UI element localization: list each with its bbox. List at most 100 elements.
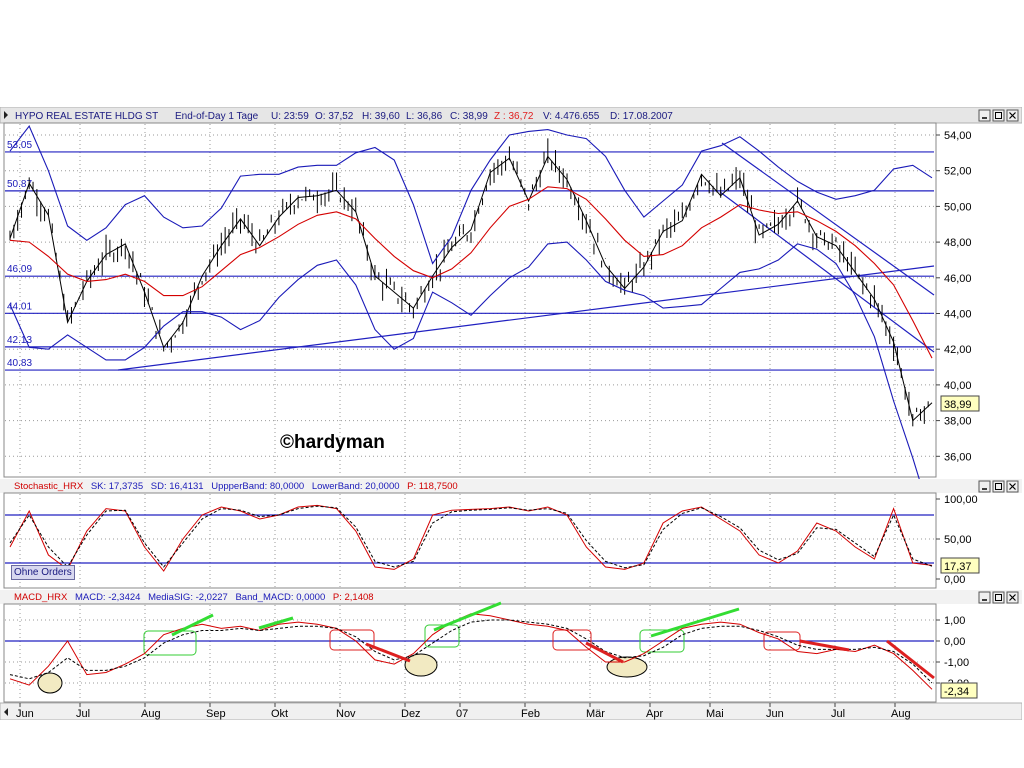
stoch-sd: SD: 16,4131 [151,481,204,492]
stoch-header [0,479,1022,493]
price-level-label: 50.87 [7,179,32,190]
minimize-icon[interactable] [978,591,991,604]
macd-tick-label: 1,00 [944,615,965,627]
maximize-icon[interactable] [992,480,1005,493]
circle-annotation [404,653,438,677]
x-tick-label: Aug [891,708,911,720]
watermark: ©hardyman [280,432,385,453]
x-tick-label: Aug [141,708,161,720]
stoch-last-value-label: 17,37 [944,561,972,573]
window-menu-icon[interactable] [4,111,8,119]
bullish-mark [433,601,502,632]
stoch-lines [9,504,933,572]
price-level-label: 46.09 [7,264,32,275]
x-tick-label: Apr [646,708,663,720]
macd-sig: MediaSIG: -2,0227 [148,592,228,603]
macd-tick-label: -1,00 [944,657,969,669]
price-tick-label: 36,00 [944,451,972,463]
price-tick-label: 38,00 [944,416,972,428]
price-ticks: 54,00 52,00 50,00 48,00 46,00 44,00 42,00 40,00… [936,130,972,463]
trendline-channel-lower [719,191,935,353]
price-tick-label: 44,00 [944,309,972,321]
price-level-label: 53.05 [7,140,32,151]
x-axis-bar [0,702,1022,720]
window-buttons [978,109,1019,122]
price-tick-label: 54,00 [944,130,972,142]
x-tick-label: 07 [456,708,468,720]
price-plot-area [3,122,937,478]
price-tick-label: 42,00 [944,344,972,356]
stoch-last-value: 17,37 [940,557,980,574]
stoch-sk: SK: 17,3735 [91,481,143,492]
stoch-tick-label: 50,00 [944,534,972,546]
trendline-channel-upper [721,142,935,296]
x-tick-label: Jul [76,708,90,720]
price-level-label: 40.83 [7,358,32,369]
x-tick-label: Okt [271,708,288,720]
maximize-icon[interactable] [992,109,1005,122]
stoch-ticks: 100,00 50,00 0,00 [936,494,978,586]
bearish-mark [799,639,850,652]
macd-plot-area [3,603,937,703]
price-horizontal-lines: 53.05 50.87 46.09 44.01 42.13 40.83 [5,140,934,371]
bullish-mark [650,607,740,638]
bearish-mark [886,639,935,680]
macd-last-value: -2,34 [940,682,978,699]
price-tick-label: 46,00 [944,273,972,285]
macd-annotations-arrows [171,601,935,680]
box-annotation-green [143,630,197,656]
stoch-p: P: 118,7500 [407,481,458,492]
macd-signal-line [9,619,933,684]
price-tick-label: 48,00 [944,237,972,249]
x-axis-labels: Jun Jul Aug Sep Okt Nov Dez 07 Feb Mär Apr Mai Jun Ju… [16,703,911,720]
chart-window: HYPO REAL ESTATE HLDG ST End-of-Day 1 Ta… [0,107,1022,720]
minimize-icon[interactable] [978,109,991,122]
bullish-mark [171,613,214,637]
bearish-mark [585,641,624,664]
price-last-value-label: 38,99 [944,399,972,411]
box-annotation-red [329,629,375,651]
x-tick-label: Mär [586,708,605,720]
box-annotation-green [424,624,460,648]
macd-header [0,590,1022,604]
quote-L: L: 36,86 [406,111,443,122]
price-tick-label: 52,00 [944,166,972,178]
x-tick-label: Jun [766,708,784,720]
stoch-tick-label: 0,00 [944,574,965,586]
bearish-mark [365,642,411,663]
quote-V: V: 4.476.655 [543,111,600,122]
macd-macd: MACD: -2,3424 [75,592,140,603]
trendline-support [117,265,935,371]
quote-H: H: 39,60 [362,111,400,122]
macd-name: MACD_HRX [14,592,68,603]
box-annotation-green [639,629,685,653]
x-tick-label: Sep [206,708,226,720]
macd-last-value-label: -2,34 [944,686,969,698]
quote-D: D: 17.08.2007 [610,111,673,122]
macd-title: MACD_HRX MACD: -2,3424 MediaSIG: -2,0227… [14,592,374,603]
stoch-plot-area [3,492,937,589]
stoch-lower: LowerBand: 20,0000 [312,481,400,492]
box-annotation-red [552,629,592,651]
x-tick-label: Dez [401,708,421,720]
bollinger-lower-line [9,241,933,521]
minimize-icon[interactable] [978,480,991,493]
scroll-left-icon[interactable] [4,708,8,716]
x-tick-label: Mai [706,708,724,720]
stoch-name: Stochastic_HRX [14,481,84,492]
macd-window-buttons [978,591,1019,604]
maximize-icon[interactable] [992,591,1005,604]
close-line [9,155,933,422]
x-tick-label: Jun [16,708,34,720]
price-tick-label: 40,00 [944,380,972,392]
price-tick-label: 50,00 [944,201,972,213]
stoch-sk-line [9,504,933,572]
stoch-title: Stochastic_HRX SK: 17,3735 SD: 16,4131 U… [14,481,458,492]
orders-button[interactable]: Ohne Orders [11,565,75,580]
quote-Z: Z : 36,72 [494,111,534,122]
macd-ticks: 1,000,00-1,00-2,00 [936,615,969,690]
stoch-window-buttons [978,480,1019,493]
bullish-mark [258,616,294,630]
quote-C: C: 38,99 [450,111,488,122]
circle-annotation [606,656,648,678]
